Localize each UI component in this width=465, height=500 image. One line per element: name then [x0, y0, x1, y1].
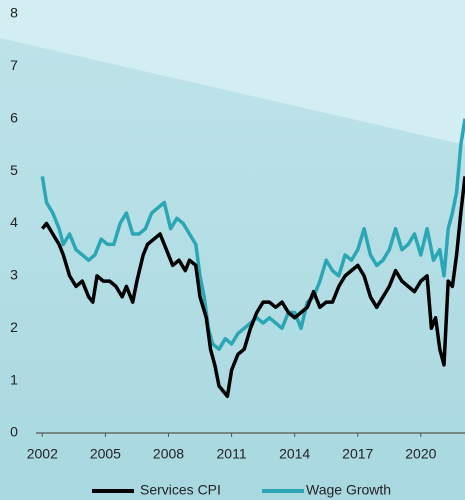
background-highlight — [0, 0, 465, 145]
series-line — [40, 176, 465, 399]
legend-label: Services CPI — [140, 482, 221, 498]
y-tick-label: 5 — [10, 162, 18, 178]
x-tick-label: 2017 — [342, 446, 373, 462]
y-tick-label: 3 — [10, 267, 18, 283]
x-tick-label: 2011 — [217, 446, 247, 462]
x-tick-label: 2005 — [90, 446, 121, 462]
x-tick-label: 2008 — [153, 446, 184, 462]
x-tick-label: 2002 — [27, 446, 58, 462]
y-tick-label: 7 — [10, 57, 18, 73]
legend: Services CPI Wage Growth — [92, 482, 391, 498]
y-tick-label: 1 — [10, 371, 18, 387]
x-tick-label: 2020 — [405, 446, 436, 462]
y-tick-label: 0 — [10, 424, 18, 440]
x-tick-label: 2014 — [279, 446, 310, 462]
y-tick-label: 4 — [10, 214, 18, 230]
y-tick-label: 8 — [10, 5, 18, 21]
legend-label: Wage Growth — [306, 482, 391, 498]
y-tick-label: 6 — [10, 109, 18, 125]
y-tick-label: 2 — [10, 319, 18, 335]
